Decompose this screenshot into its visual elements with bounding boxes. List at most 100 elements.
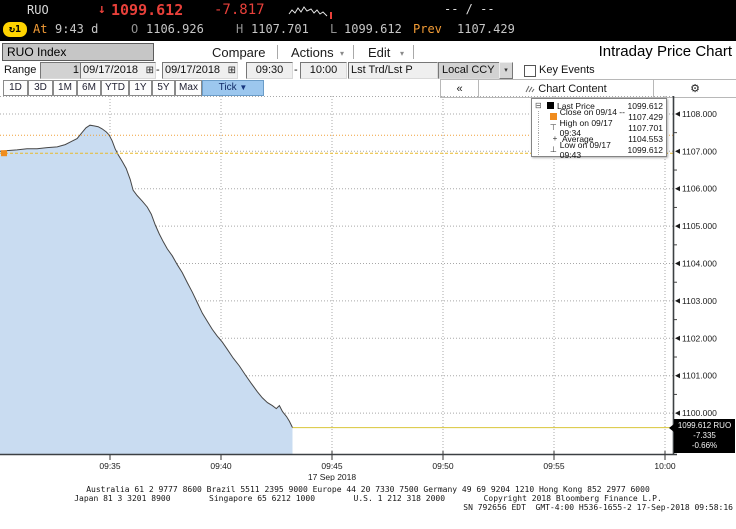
last-price-axis-box: 1099.612 RUO -7.335 -0.66% <box>669 419 735 453</box>
tab-5y[interactable]: 5Y <box>152 80 175 96</box>
open-value: 1106.926 <box>146 22 204 36</box>
svg-text:1102.000: 1102.000 <box>682 333 717 343</box>
tab-1d[interactable]: 1D <box>3 80 28 96</box>
svg-text:1100.000: 1100.000 <box>682 408 717 418</box>
chart-plot-area[interactable]: 1100.000 1101.000 1102.000 1103.000 1104.000… <box>0 96 736 482</box>
svg-text:09:50: 09:50 <box>432 461 454 471</box>
prev-label: Prev <box>413 22 442 36</box>
legend-tree-guide <box>538 144 547 155</box>
tab-tick-active[interactable]: Tick ▼ <box>202 80 264 96</box>
tick-dropdown-icon[interactable]: ▼ <box>239 83 248 92</box>
svg-text:1106.000: 1106.000 <box>682 184 717 194</box>
footer-session-info: SN 792656 EDT GMT-4:00 H536-1655-2 17-Se… <box>463 503 733 512</box>
range-label: Range <box>4 64 37 76</box>
open-label: O <box>131 22 139 36</box>
menu-divider <box>353 45 354 59</box>
chart-content-icon <box>525 85 535 93</box>
range-dash: - <box>156 64 160 76</box>
legend-value: 1107.429 <box>628 111 663 122</box>
axis-box-change-pct: -0.66% <box>691 441 718 450</box>
svg-text:1104.000: 1104.000 <box>682 259 717 269</box>
menu-compare[interactable]: Compare <box>212 45 266 60</box>
tab-1m[interactable]: 1M <box>53 80 77 96</box>
svg-text:09:55: 09:55 <box>543 461 565 471</box>
svg-text:09:40: 09:40 <box>210 461 232 471</box>
mini-sparkline <box>288 6 332 19</box>
currency-dropdown-icon[interactable]: ▾ <box>499 62 513 79</box>
tab-6m[interactable]: 6M <box>77 80 101 96</box>
svg-text:09:45: 09:45 <box>321 461 343 471</box>
last-price: 1099.612 <box>111 1 184 19</box>
currency-select[interactable]: Local CCY <box>438 62 503 79</box>
tab-3d[interactable]: 3D <box>28 80 53 96</box>
terminal-header: RUO ↓ 1099.612 -7.817 -- / -- ↻1 At 9:43… <box>0 0 736 41</box>
high-value: 1107.701 <box>251 22 309 36</box>
footer-phone-line-1: Australia 61 2 9777 8600 Brazil 5511 239… <box>86 485 650 494</box>
legend-label: Close on 09/14 ---- <box>559 106 625 127</box>
date-to-input[interactable]: ⊞ 09/17/2018 <box>162 62 238 79</box>
legend-tree-guide <box>538 133 548 144</box>
legend-tree-guide <box>538 122 547 133</box>
legend-row-last-price[interactable]: ⊟ Last Price 1099.612 <box>532 100 666 111</box>
date-from-value: 09/17/2018 <box>83 64 139 76</box>
time-dash: - <box>294 64 298 76</box>
collapse-panel-button[interactable]: « <box>440 80 478 97</box>
settings-gear-icon[interactable]: ⚙ <box>653 80 736 97</box>
actions-dropdown-icon[interactable]: ▾ <box>340 49 345 58</box>
axis-box-price: 1099.612 RUO <box>677 421 732 430</box>
tab-ytd[interactable]: YTD <box>101 80 129 96</box>
chart-legend[interactable]: ⊟ Last Price 1099.612 Close on 09/14 ---… <box>531 98 667 160</box>
date-from-input[interactable]: ⊞ 09/17/2018 <box>80 62 156 79</box>
legend-value: 1099.612 <box>627 144 663 155</box>
price-down-arrow-icon: ↓ <box>98 2 106 17</box>
security-input[interactable]: RUO Index <box>2 43 154 61</box>
legend-row-average[interactable]: + Average 1104.553 <box>532 133 666 144</box>
date-to-value: 09/17/2018 <box>165 64 221 76</box>
time-to-input[interactable]: 10:00 <box>300 62 347 79</box>
range-count-input[interactable]: 1 <box>40 62 83 79</box>
average-marker-icon: + <box>552 134 558 143</box>
tab-max[interactable]: Max <box>175 80 202 96</box>
calendar-icon[interactable]: ⊞ <box>145 65 154 76</box>
legend-label: Low on 09/17 09:43 <box>559 139 611 160</box>
svg-text:10:00: 10:00 <box>654 461 676 471</box>
legend-tree-guide <box>538 111 547 122</box>
legend-label: High on 09/17 09:34 <box>559 117 613 138</box>
key-events-checkbox[interactable] <box>524 65 536 77</box>
menu-divider <box>413 45 414 59</box>
menu-edit[interactable]: Edit <box>368 45 391 60</box>
chart-content-button[interactable]: Chart Content <box>478 80 653 97</box>
low-value: 1099.612 <box>344 22 402 36</box>
low-marker-icon: ⊥ <box>549 145 557 154</box>
chart-content-label: Chart Content <box>538 82 607 95</box>
page-title: Intraday Price Chart <box>598 43 732 60</box>
svg-text:1103.000: 1103.000 <box>682 296 717 306</box>
calendar-icon[interactable]: ⊞ <box>227 65 236 76</box>
tick-label: Tick <box>218 82 237 93</box>
svg-text:1107.000: 1107.000 <box>682 146 717 156</box>
at-label: At <box>33 22 48 36</box>
price-box-notch <box>669 424 674 432</box>
menu-actions[interactable]: Actions <box>291 45 334 60</box>
last-price-swatch-icon <box>547 102 554 109</box>
legend-row-high[interactable]: ⊤ High on 09/17 09:34 1107.701 <box>532 118 666 138</box>
price-type-select[interactable]: Lst Trd/Lst P <box>348 62 438 79</box>
legend-value: 1104.553 <box>628 133 663 144</box>
legend-row-low[interactable]: ⊥ Low on 09/17 09:43 1099.612 <box>532 140 666 160</box>
prev-value: 1107.429 <box>457 22 515 36</box>
time-from-input[interactable]: 09:30 <box>246 62 293 79</box>
edit-dropdown-icon[interactable]: ▾ <box>400 49 405 58</box>
svg-text:17 Sep 2018: 17 Sep 2018 <box>308 472 356 481</box>
legend-row-close[interactable]: Close on 09/14 ---- 1107.429 <box>532 107 666 127</box>
at-time: 9:43 d <box>55 22 99 36</box>
close-swatch-icon <box>550 113 557 120</box>
tab-1y[interactable]: 1Y <box>129 80 152 96</box>
footer-phone-line-2: Japan 81 3 3201 8900 Singapore 65 6212 1… <box>74 494 662 503</box>
high-label: H <box>236 22 244 36</box>
legend-label: Average <box>562 133 594 144</box>
intraday-price-chart[interactable]: 1100.000 1101.000 1102.000 1103.000 1104.000… <box>0 96 736 482</box>
delayed-data-icon: ↻1 <box>3 22 27 37</box>
chart-panel-header: « Chart Content ⚙ <box>440 79 736 98</box>
legend-expander-icon[interactable]: ⊟ <box>535 101 542 110</box>
